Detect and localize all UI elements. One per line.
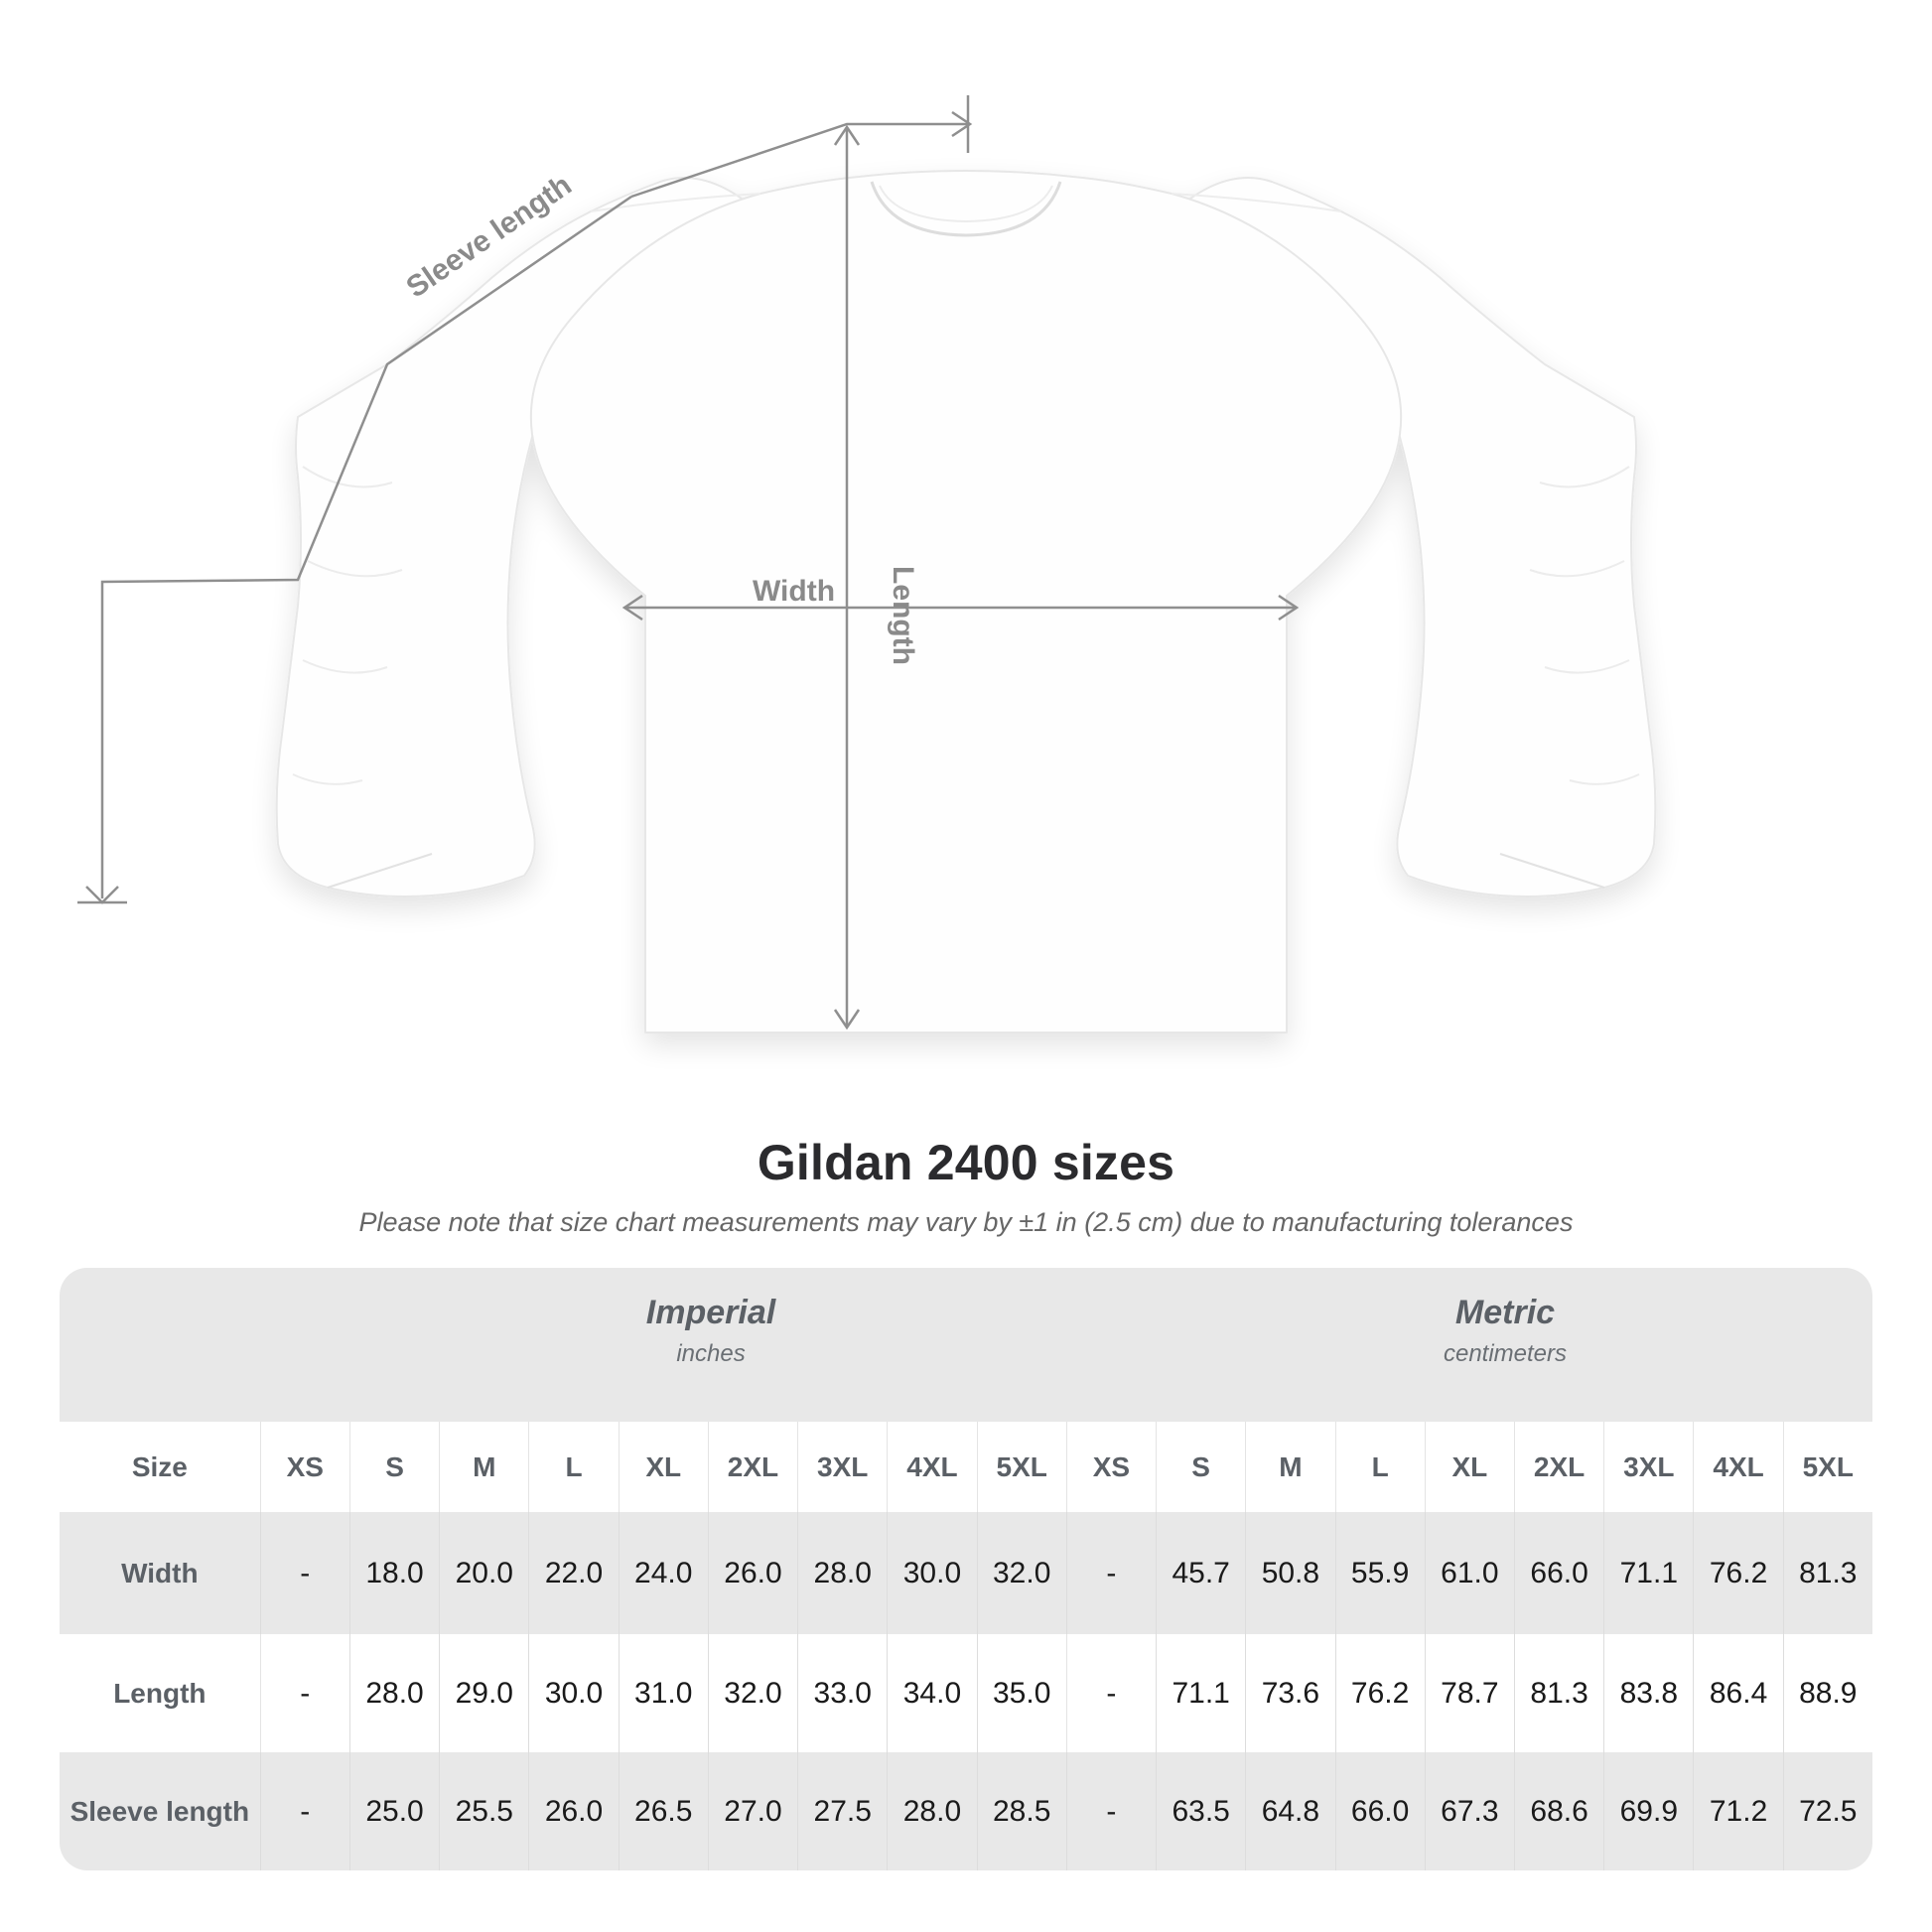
- svg-text:Width: Width: [753, 575, 835, 608]
- svg-text:Length: Length: [887, 566, 919, 665]
